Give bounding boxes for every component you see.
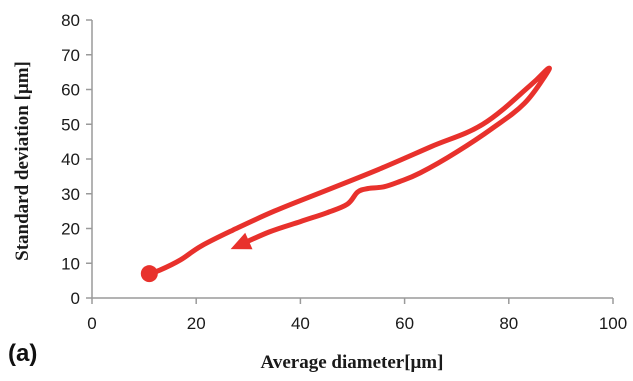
x-axis-label: Average diameter[μm] xyxy=(261,352,444,373)
y-tick-label: 50 xyxy=(61,115,80,134)
y-tick-label: 40 xyxy=(61,150,80,169)
y-tick-label: 70 xyxy=(61,46,80,65)
series-layer xyxy=(140,65,552,283)
x-tick-label: 40 xyxy=(291,314,310,333)
y-tick-labels: 0 10 20 30 40 50 60 70 80 xyxy=(61,11,92,308)
y-tick-label: 10 xyxy=(61,254,80,273)
y-tick-label: 0 xyxy=(71,289,80,308)
y-tick-label: 60 xyxy=(61,81,80,100)
x-tick-label: 100 xyxy=(599,314,627,333)
x-tick-label: 0 xyxy=(87,314,96,333)
x-tick-label: 60 xyxy=(395,314,414,333)
x-tick-labels: 0 20 40 60 80 100 xyxy=(87,298,627,333)
end-arrow-marker xyxy=(230,232,253,250)
panel-label: (a) xyxy=(8,340,37,367)
start-marker xyxy=(140,265,158,283)
y-tick-label: 80 xyxy=(61,11,80,30)
y-axis-label: Standard deviation [μm] xyxy=(12,61,33,261)
x-tick-label: 20 xyxy=(187,314,206,333)
x-tick-label: 80 xyxy=(499,314,518,333)
series-line xyxy=(146,65,552,277)
y-tick-label: 30 xyxy=(61,185,80,204)
y-tick-label: 20 xyxy=(61,220,80,239)
